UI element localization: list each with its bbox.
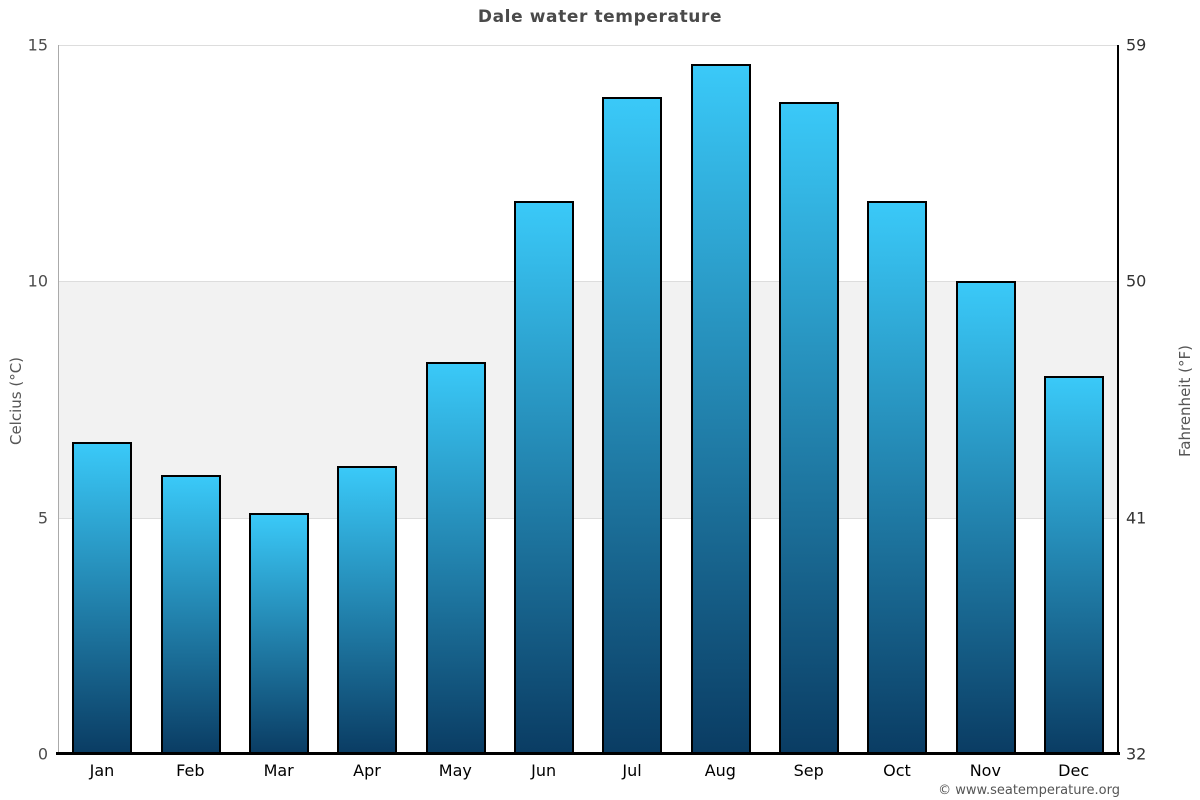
- bar-apr: [337, 465, 398, 754]
- bar-nov: [955, 281, 1016, 754]
- bar-jun: [513, 200, 574, 754]
- chart-title: Dale water temperature: [477, 7, 723, 27]
- y-tick-label-fahrenheit-50: 50: [1126, 271, 1147, 291]
- gridline-10: [58, 281, 1118, 282]
- bar-aug: [690, 63, 751, 754]
- bar-jul: [602, 96, 663, 754]
- bar-jan: [72, 442, 133, 754]
- y-axis-line-left: [58, 45, 59, 754]
- y-tick-label-fahrenheit-32: 32: [1126, 744, 1147, 764]
- y-tick-label-celsius-15: 15: [27, 35, 48, 55]
- y-tick-label-celsius-10: 10: [27, 271, 48, 291]
- gridline-15: [58, 45, 1118, 46]
- bar-dec: [1043, 375, 1104, 754]
- plot-band-5-10: [58, 281, 1118, 518]
- x-tick-label-oct: Oct: [883, 761, 911, 780]
- y-tick-label-celsius-5: 5: [37, 508, 48, 528]
- x-tick-label-jun: Jun: [531, 761, 557, 780]
- y-tick-label-celsius-0: 0: [37, 744, 48, 764]
- y-tick-label-fahrenheit-59: 59: [1126, 35, 1147, 55]
- x-tick-label-sep: Sep: [793, 761, 824, 780]
- x-tick-label-jan: Jan: [89, 761, 115, 780]
- x-tick-label-apr: Apr: [353, 761, 381, 780]
- x-tick-label-aug: Aug: [704, 761, 736, 780]
- y-axis-line-right: [1117, 45, 1119, 754]
- x-tick-label-nov: Nov: [969, 761, 1001, 780]
- bar-sep: [778, 101, 839, 754]
- copyright-text: © www.seatemperature.org: [938, 783, 1120, 798]
- x-tick-label-dec: Dec: [1058, 761, 1090, 780]
- bar-oct: [867, 200, 928, 754]
- bar-mar: [248, 512, 309, 754]
- x-tick-label-may: May: [438, 761, 472, 780]
- y-tick-label-fahrenheit-41: 41: [1126, 508, 1147, 528]
- gridline-5: [58, 518, 1118, 519]
- bar-may: [425, 361, 486, 754]
- x-axis-line: [56, 752, 1120, 755]
- bar-feb: [160, 475, 221, 754]
- plot-area: [58, 45, 1118, 754]
- x-tick-label-feb: Feb: [176, 761, 205, 780]
- x-tick-label-jul: Jul: [622, 761, 642, 780]
- x-tick-label-mar: Mar: [263, 761, 294, 780]
